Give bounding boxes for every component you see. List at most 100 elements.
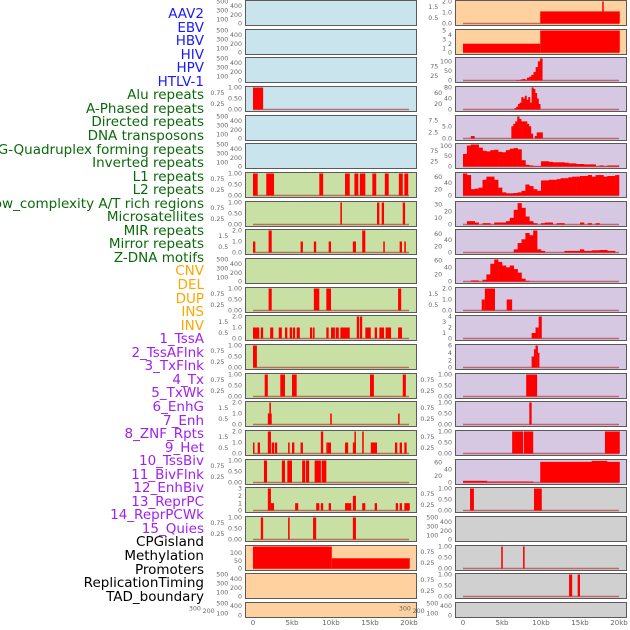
track-label: INS [181, 304, 204, 321]
y-tick-label: 0.0 [442, 135, 452, 142]
y-tick-label: 20 [434, 272, 442, 279]
y-tick-label: 1.0 [232, 440, 242, 447]
track-label: HTLV-1 [157, 73, 204, 90]
histogram-bar [525, 121, 528, 139]
y-tick-label: 100 [426, 610, 438, 617]
panel-background [455, 286, 627, 313]
histogram-bar [490, 150, 495, 167]
y-tick-label: 100 [216, 160, 228, 167]
y-tick-label: 1.00 [228, 515, 242, 522]
y-tick-label: 1.0 [442, 296, 452, 303]
y-tick-label: 500 [216, 0, 228, 6]
y-tick-label: 0.50 [438, 382, 452, 389]
y-tick-label: 0.5 [218, 445, 228, 452]
histogram-bar [482, 179, 487, 196]
y-tick-label: 0.25 [420, 388, 434, 395]
histogram-bar [511, 125, 514, 139]
signal-bar [309, 327, 313, 339]
signal-bar [292, 374, 297, 397]
signal-bar [481, 299, 485, 311]
histogram-bar [521, 121, 524, 139]
histogram-bar [572, 251, 577, 253]
signal-bar [398, 413, 400, 425]
histogram-bar [516, 106, 519, 110]
track-label: 2_TssAFlnk [131, 344, 204, 361]
histogram-bar [536, 98, 539, 110]
y-tick-label: 500 [426, 601, 438, 608]
panel-background [245, 57, 417, 84]
signal-bar [512, 431, 524, 454]
histogram-bar [533, 72, 536, 81]
y-tick-label: 0.25 [420, 417, 434, 424]
left-panel: 0.00 0.25 0.50 0.75 1.00 [210, 85, 417, 114]
y-tick-label: 400 [230, 60, 242, 67]
histogram-bar [466, 145, 472, 167]
histogram-bar [568, 251, 573, 253]
y-tick-label: 2 [448, 357, 452, 364]
signal-bar [569, 574, 573, 597]
y-tick-label: 400 [230, 261, 242, 268]
histogram-bar [514, 108, 517, 110]
signal-bar [354, 431, 356, 454]
y-tick-label: 500 [216, 27, 228, 34]
histogram-bar [541, 222, 546, 225]
histogram-bar [537, 190, 542, 196]
histogram-bar [599, 165, 604, 167]
y-tick-label: 0.50 [228, 526, 242, 533]
signal-bar [362, 431, 364, 454]
histogram-bar [529, 165, 534, 167]
y-tick-label: 0.50 [438, 440, 452, 447]
signal-bar [531, 333, 536, 339]
y-tick-label: 60 [434, 174, 442, 181]
y-tick-label: 3 [238, 486, 242, 493]
y-tick-label: 0 [448, 250, 452, 257]
y-tick-label: 40 [444, 466, 452, 473]
histogram-bar [591, 176, 596, 196]
right-panel: 0.00 0.25 0.50 0.75 1.00 [420, 572, 627, 601]
panel-background [245, 344, 417, 371]
y-tick-label: 0.75 [210, 176, 224, 183]
y-tick-label: 0.25 [420, 560, 434, 567]
y-tick-label: 0 [448, 78, 452, 85]
y-tick-label: 2.0 [442, 0, 452, 6]
track-label: AAV2 [168, 6, 204, 22]
y-tick-label: 3 [442, 320, 446, 327]
histogram-bar [564, 163, 569, 167]
signal-bar [374, 327, 378, 339]
y-tick-label: 0 [448, 107, 452, 114]
signal-bar [345, 173, 350, 196]
histogram-bar [466, 175, 472, 196]
y-tick-label: 80 [444, 85, 452, 92]
y-tick-label: 0.25 [420, 589, 434, 596]
signal-bar [463, 43, 541, 53]
histogram-bar [509, 265, 514, 282]
histogram-bar [529, 186, 534, 196]
histogram-bar [470, 144, 475, 167]
signal-bar [340, 202, 342, 225]
y-tick-label: 4 [448, 314, 452, 321]
signal-bar [383, 241, 385, 253]
signal-bar [470, 135, 475, 139]
signal-bar [335, 327, 339, 339]
y-tick-label: 100 [216, 74, 228, 81]
signal-bar [330, 413, 332, 425]
signal-bar [327, 442, 331, 454]
histogram-bar [595, 250, 600, 253]
y-tick-label: 6 [448, 343, 452, 350]
histogram-bar [498, 152, 503, 167]
track-label: CPGisland [136, 534, 204, 551]
y-tick-label: 200 [413, 608, 425, 615]
track-label: 10_TssBiv [138, 453, 204, 470]
signal-bar [379, 327, 385, 339]
histogram-bar [486, 222, 491, 225]
right-panel: 0.00 0.25 0.50 0.75 1.00 [420, 429, 627, 458]
panel-background [455, 573, 627, 600]
histogram-bar [591, 250, 596, 253]
y-tick-label: 200 [230, 127, 242, 134]
signal-bar [321, 460, 327, 483]
y-tick-label: 60 [434, 459, 442, 466]
signal-bar [523, 546, 525, 569]
y-tick-label: 500 [216, 572, 228, 579]
histogram-bar [583, 251, 589, 253]
histogram-bar [478, 187, 483, 196]
